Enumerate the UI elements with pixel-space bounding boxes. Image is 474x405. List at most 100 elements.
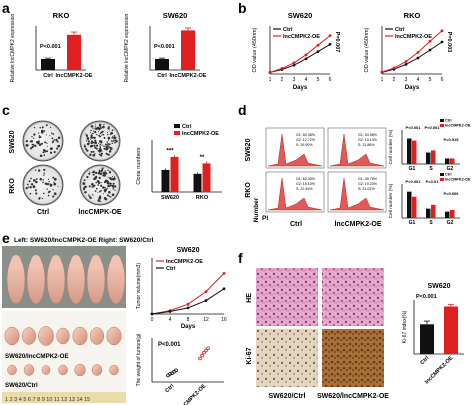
- colony: [35, 178, 38, 180]
- p-value: P<0.001: [405, 125, 421, 130]
- legend-entry: Ctrl: [283, 27, 293, 33]
- tick-label: SW620: [161, 195, 179, 201]
- colony: [104, 186, 106, 189]
- colony: [111, 136, 114, 138]
- panel-f-row-label-he: HE: [246, 293, 253, 303]
- colony: [84, 191, 87, 194]
- colony: [101, 169, 103, 171]
- colony: [111, 184, 115, 188]
- colony: [34, 180, 36, 182]
- he-image-ctrl: [256, 268, 318, 326]
- colony: [108, 195, 111, 198]
- colony: [84, 144, 86, 146]
- colony: [34, 144, 37, 148]
- data-point: [200, 353, 204, 358]
- colony: [111, 177, 115, 181]
- colony: [33, 185, 35, 187]
- colony: [92, 170, 96, 174]
- colony: [104, 170, 106, 172]
- tumor-ctrl: [58, 364, 68, 376]
- he-image-oe: [322, 268, 384, 326]
- colony: [95, 181, 97, 184]
- colony-plate: [22, 120, 64, 162]
- colony: [92, 150, 95, 153]
- colony: [35, 192, 38, 195]
- panel-d-col-label-ctrl: Ctrl: [290, 221, 302, 228]
- panel-a-bar-chart-sw620: SW620 Relative lncCMPK2 expression Ctrl lnc…: [124, 11, 207, 82]
- colony: [95, 187, 98, 190]
- colony: [94, 128, 96, 130]
- colony: [109, 147, 113, 151]
- colony: [103, 123, 105, 126]
- colony: [45, 134, 47, 136]
- legend-swatch: [174, 124, 180, 128]
- panel-c-row-label-sw620: SW620: [9, 130, 16, 153]
- panel-b-line-chart-rko: RKO OD value (450nm) Days 1 2 3 4 5 6 CtrllncCMPK…: [364, 11, 452, 91]
- tick-label: lncCMPK2-OE: [56, 73, 93, 79]
- histogram-peak: [267, 133, 323, 167]
- chart-title: SW620: [428, 283, 451, 290]
- mouse-head: [11, 255, 21, 269]
- tick-label: 4: [305, 77, 308, 83]
- p-value: P=0.006: [443, 191, 459, 196]
- tick-label: 6: [441, 77, 444, 83]
- tick-label: lncCMPK2-OE: [170, 73, 207, 79]
- colony: [99, 154, 102, 157]
- tick-label: 2: [393, 77, 396, 83]
- bar: [431, 204, 436, 218]
- colony: [43, 168, 46, 172]
- x-axis-label: Days: [181, 324, 196, 330]
- colony: [105, 152, 108, 155]
- legend-entry: Ctrl: [182, 124, 192, 130]
- panel-c-row-label-rko: RKO: [9, 178, 16, 194]
- colony: [92, 141, 95, 144]
- tick-label: 0: [151, 317, 154, 323]
- colony: [49, 185, 52, 188]
- colony: [109, 133, 112, 136]
- data-point: [328, 34, 332, 37]
- colony: [45, 124, 48, 127]
- colony: [53, 181, 55, 183]
- colony: [35, 169, 37, 171]
- colony: [43, 172, 45, 174]
- colony: [94, 130, 97, 134]
- colony: [30, 177, 32, 180]
- colony: [35, 140, 39, 144]
- p-value: P<0.001: [416, 294, 437, 300]
- data-point: [304, 53, 308, 57]
- tick-label: 12: [203, 317, 209, 323]
- data-point: [440, 29, 444, 33]
- p-value: P<0.001: [424, 125, 440, 130]
- y-axis-label: Relative lncCMPK2 expression: [124, 13, 130, 82]
- colony: [97, 199, 100, 203]
- colony: [48, 181, 50, 183]
- colony: [29, 186, 32, 189]
- tick-label: G2: [447, 220, 454, 226]
- colony: [90, 132, 92, 134]
- colony: [42, 192, 45, 195]
- colony: [94, 146, 97, 149]
- colony: [89, 153, 92, 157]
- legend-swatch: [440, 119, 444, 122]
- colony: [101, 140, 103, 142]
- colony: [111, 129, 114, 132]
- colony: [86, 137, 90, 140]
- colony: [90, 141, 93, 145]
- colony: [51, 137, 54, 140]
- colony: [52, 195, 55, 198]
- data-point: [202, 350, 206, 355]
- colony: [100, 172, 103, 175]
- colony: [100, 131, 104, 134]
- colony: [41, 197, 44, 199]
- panel-d-row-label-sw620: SW620: [245, 138, 252, 161]
- colony: [52, 133, 55, 136]
- legend-swatch: [440, 178, 444, 181]
- y-axis-label: Cell number (%): [388, 183, 394, 218]
- colony: [103, 145, 105, 147]
- flow-stat: G1: 60.38%: [296, 133, 316, 137]
- legend-entry: lncCMPK2-OE: [166, 259, 203, 265]
- bar: [41, 59, 55, 70]
- panel-f-col-label-oe: SW620/lncCMPK2-OE: [317, 393, 389, 400]
